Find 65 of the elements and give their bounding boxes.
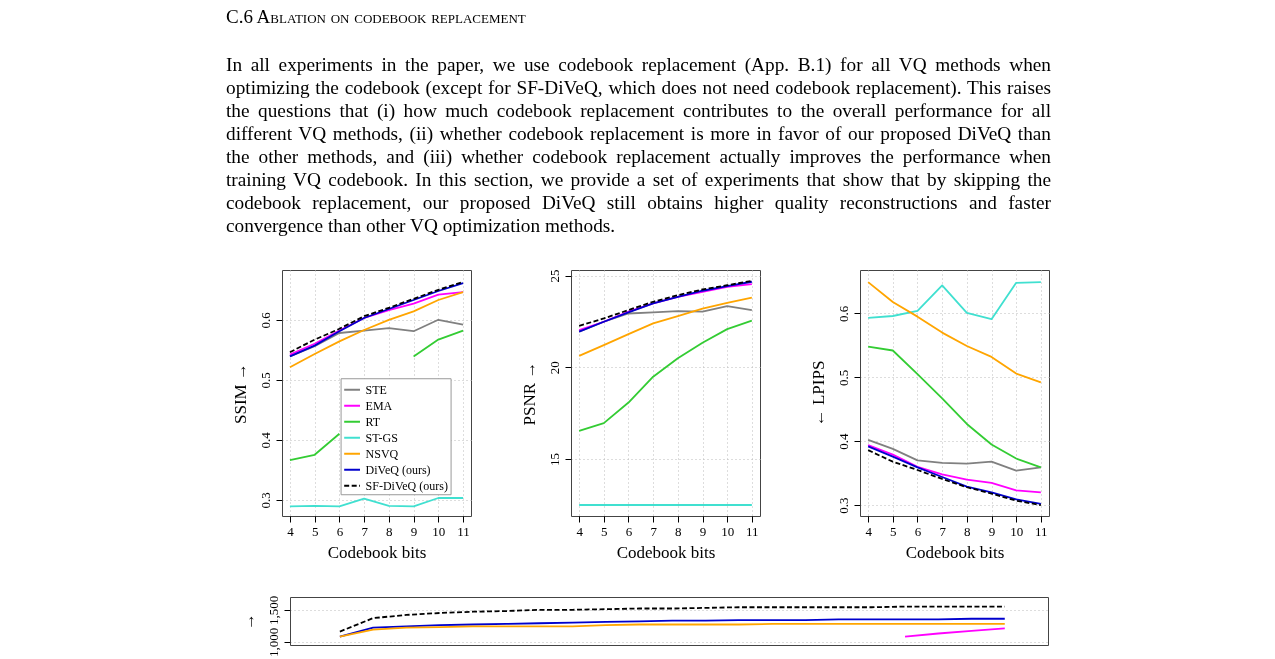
line-series — [867, 345, 1042, 469]
x-tick-label: 5 — [890, 523, 897, 539]
y-tick-label: 0.3 — [257, 492, 273, 509]
line-series — [289, 291, 464, 369]
x-tick-label: 10 — [432, 523, 446, 539]
x-axis-title: Codebook bits — [905, 542, 1005, 562]
x-axis-title: Codebook bits — [616, 542, 716, 562]
x-tick-label: 8 — [964, 523, 971, 539]
x-tick-label: 6 — [336, 523, 344, 539]
x-tick-label: 10 — [721, 523, 735, 539]
legend-label: ST-GS — [365, 430, 398, 445]
y-tick-label: 0.5 — [257, 372, 273, 389]
y-axis-title: SSIM → — [230, 363, 250, 424]
x-tick-label: 4 — [287, 523, 295, 539]
x-tick-label: 5 — [601, 523, 608, 539]
x-tick-label: 8 — [675, 523, 682, 539]
y-tick-label: 1,500 — [265, 595, 281, 625]
x-tick-label: 7 — [939, 523, 947, 539]
x-tick-label: 11 — [1035, 523, 1048, 539]
line-series — [867, 444, 1042, 494]
line-series — [338, 605, 1006, 633]
y-tick-label: 1,000 — [265, 627, 281, 657]
x-tick-label: 10 — [1010, 523, 1024, 539]
y-tick-label: 0.6 — [257, 311, 273, 329]
y-tick-label: 0.4 — [257, 431, 273, 449]
y-tick-label: 20 — [546, 361, 562, 375]
legend-label: NSVQ — [365, 446, 399, 461]
x-tick-label: 7 — [361, 523, 369, 539]
y-tick-label: 0.6 — [835, 305, 851, 323]
x-tick-label: 4 — [865, 523, 873, 539]
x-tick-label: 9 — [699, 523, 707, 539]
text: In all experiments in the paper, we use codebook replacement (App. B.1) for all VQ methods when optimizing the codebook (except for SF-DiVeQ, which does not need codebook replacement). This raises the questions that (i) how much codebook replacement contributes to the overall performance for all different VQ methods, (ii) whether codebook replacement is more in favor of our proposed DiVeQ than the other methods, and (iii) whether codebook replacement actually improves the performance when training VQ codebook. In this section, we provide a set of experiments that show that by skipping the codebook replacement, our proposed DiVeQ still obtains higher quality reconstructions and faster convergence than other VQ optimization methods. — [226, 53, 1051, 237]
x-tick-label: 9 — [988, 523, 996, 539]
line-series — [867, 281, 1042, 384]
line-series — [867, 439, 1042, 472]
x-tick-label: 6 — [625, 523, 633, 539]
line-series — [578, 296, 753, 357]
x-tick-label: 11 — [746, 523, 759, 539]
x-tick-label: 7 — [650, 523, 658, 539]
x-tick-label: 5 — [311, 523, 319, 539]
x-tick-label: 11 — [457, 523, 470, 539]
x-tick-label: 6 — [914, 523, 922, 539]
x-tick-label: 8 — [386, 523, 393, 539]
y-tick-label: 15 — [546, 453, 562, 467]
y-tick-label: 0.3 — [835, 497, 851, 514]
y-axis-title: → — [238, 613, 258, 630]
x-tick-label: 9 — [410, 523, 418, 539]
y-tick-label: 25 — [546, 269, 562, 283]
legend-label: SF-DiVeQ (ours) — [365, 478, 448, 493]
line-series — [289, 497, 464, 508]
legend-label: RT — [365, 414, 381, 429]
y-axis-title: ← LPIPS — [808, 360, 828, 427]
y-tick-label: 0.4 — [835, 433, 851, 450]
legend-label: STE — [365, 382, 387, 397]
line-series — [867, 281, 1042, 321]
y-axis-title: PSNR → — [519, 361, 539, 426]
chart-title: C.6 Ablation on codebook replacement — [226, 6, 526, 28]
line-series — [578, 319, 753, 432]
x-axis-title: Codebook bits — [327, 542, 427, 562]
legend-label: DiVeQ (ours) — [365, 462, 431, 477]
line-series — [904, 627, 1006, 638]
legend-label: EMA — [365, 398, 393, 413]
y-tick-label: 0.5 — [835, 369, 851, 386]
line-series — [338, 622, 1006, 638]
x-tick-label: 4 — [576, 523, 584, 539]
